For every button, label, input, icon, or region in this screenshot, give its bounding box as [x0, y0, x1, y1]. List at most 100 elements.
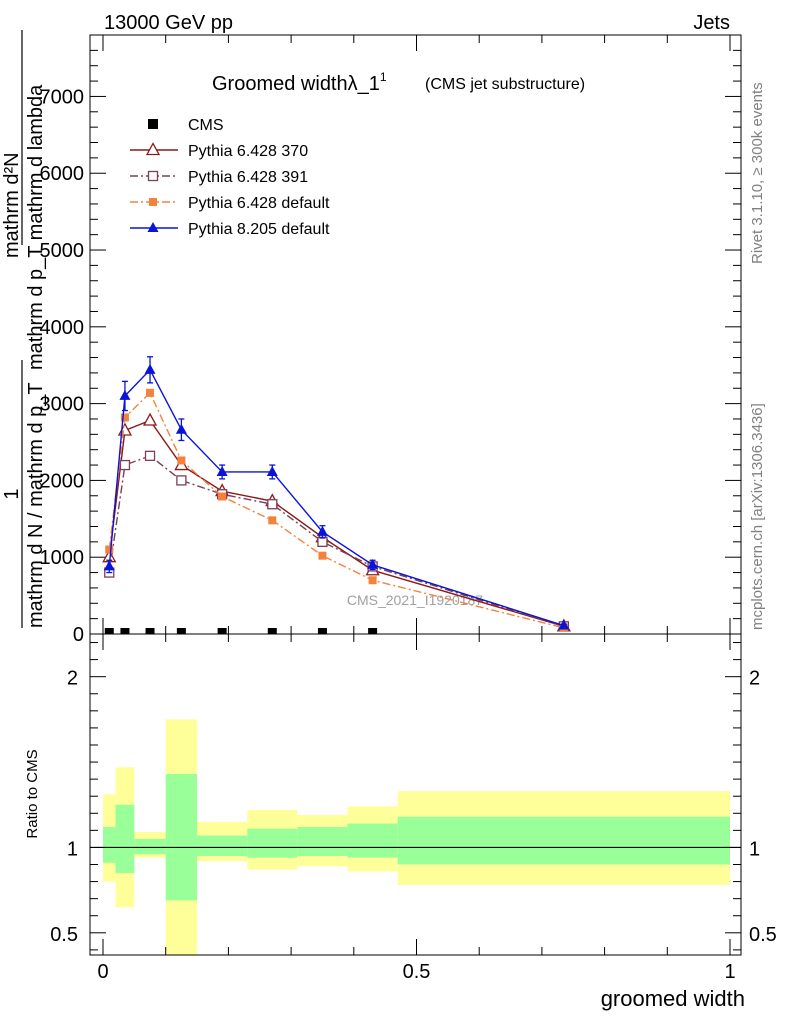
legend: CMS Pythia 6.428 370 Pythia 6.428 391 Pythi…	[130, 117, 330, 238]
series-0	[104, 628, 378, 634]
series-line	[108, 391, 565, 629]
data-point	[120, 628, 130, 634]
data-point	[368, 628, 378, 634]
ratio-xtick-label: 1	[724, 961, 735, 983]
ratio-xtick-label: 0.5	[403, 961, 431, 983]
data-point	[317, 628, 327, 634]
ratio-band-inner	[297, 826, 348, 856]
data-point	[177, 456, 186, 465]
rivet-label: Rivet 3.1.10, ≥ 300k events	[749, 82, 766, 264]
series-line	[108, 419, 565, 627]
ratio-xtick-label: 0	[97, 961, 108, 983]
ratio-band-inner	[397, 816, 730, 865]
data-point	[119, 389, 131, 400]
ytick-label: 5000	[40, 240, 85, 262]
data-point	[146, 388, 155, 397]
data-point	[268, 516, 277, 525]
chart-subtitle: (CMS jet substructure)	[425, 76, 585, 93]
ytick-label: 2000	[40, 470, 85, 492]
data-point	[316, 525, 328, 536]
ratio-band-inner	[165, 774, 198, 901]
ratio-frame	[89, 633, 742, 956]
ratio-band-inner	[197, 835, 248, 856]
ratio-band-inner	[247, 828, 298, 858]
data-point	[217, 628, 227, 634]
ratio-band-inner	[134, 838, 166, 855]
data-point	[218, 492, 227, 501]
series-4	[103, 356, 570, 630]
process-label: Jets	[693, 12, 730, 34]
ratio-ytick-label-right: 1	[749, 838, 760, 860]
data-point	[145, 628, 155, 634]
ratio-ytick-label-left: 1	[67, 838, 78, 860]
data-point	[175, 423, 187, 434]
ratio-ytick-label-right: 0.5	[749, 924, 777, 946]
data-point	[367, 558, 379, 569]
legend-marker	[148, 119, 158, 129]
data-point	[103, 560, 115, 571]
main-series-group	[102, 356, 571, 634]
legend-marker	[145, 142, 161, 156]
ytick-label: 3000	[40, 394, 85, 416]
ratio-bands	[90, 719, 741, 955]
ylabel-rhs-denominator: mathrm d p_T mathrm d lambda	[25, 84, 47, 370]
ylabel-rhs-numerator: mathrm d²N	[1, 152, 23, 258]
data-point	[317, 536, 328, 547]
series-line	[108, 368, 565, 627]
data-point	[119, 459, 131, 471]
legend-label: Pythia 8.205 default	[188, 221, 330, 238]
main-ylabel: 1 mathrm d N / mathrm d p_T mathrm d²N m…	[1, 30, 47, 628]
main-plot-panel: 0 1000 2000 3000 4000 5000 6000 7000 CMS_2021_I…	[40, 34, 742, 646]
ytick-label: 7000	[40, 86, 85, 108]
ytick-label: 6000	[40, 163, 85, 185]
watermark: CMS_2021_I1920187	[347, 592, 483, 608]
ytick-label: 0	[73, 624, 84, 646]
data-point	[142, 412, 158, 426]
ytick-label: 4000	[40, 317, 85, 339]
xlabel: groomed width	[601, 986, 745, 1011]
mcplots-label: mcplots.cern.ch [arXiv:1306.3436]	[749, 403, 766, 630]
data-point	[267, 628, 277, 634]
main-axis-ticks: 0 1000 2000 3000 4000 5000 6000 7000	[40, 34, 741, 646]
data-point	[368, 576, 377, 585]
legend-marker	[147, 170, 159, 182]
series-line	[108, 455, 565, 627]
data-point	[120, 413, 129, 422]
ratio-band-inner	[115, 804, 135, 874]
data-point	[176, 628, 186, 634]
data-point	[318, 551, 327, 560]
legend-label: Pythia 6.428 370	[188, 143, 308, 160]
legend-label: Pythia 6.428 default	[188, 195, 330, 212]
data-point	[144, 363, 156, 374]
ratio-axis-ticks: 0.5 0.5 1 1 2 2 0 0.5 1	[50, 634, 777, 983]
ylabel-fraction-denominator: mathrm d N / mathrm d p_T	[25, 382, 47, 628]
ratio-ytick-label-left: 2	[67, 668, 78, 690]
legend-marker	[147, 222, 159, 232]
ratio-ytick-label-right: 2	[749, 668, 760, 690]
series-3	[105, 388, 568, 632]
data-point	[267, 499, 278, 510]
ratio-plot-panel: 0.5 0.5 1 1 2 2 0 0.5 1 Ratio to CMS groomed wid…	[24, 633, 777, 1011]
data-point	[105, 545, 114, 554]
data-point	[216, 465, 228, 476]
data-point	[266, 465, 278, 476]
ytick-label: 1000	[40, 547, 85, 569]
ratio-band-inner	[103, 826, 116, 863]
ylabel-fraction-numerator: 1	[1, 488, 23, 499]
chart-title: Groomed widthλ_11	[212, 70, 387, 95]
legend-label: Pythia 6.428 391	[188, 169, 308, 186]
data-point	[176, 475, 187, 486]
data-point	[104, 628, 114, 634]
ratio-band-inner	[347, 823, 398, 858]
legend-label: CMS	[188, 117, 224, 134]
data-point	[144, 450, 156, 461]
chart-title-sup: 1	[380, 70, 387, 84]
ratio-ylabel: Ratio to CMS	[24, 749, 41, 838]
legend-marker	[149, 198, 157, 206]
energy-label: 13000 GeV pp	[104, 12, 233, 34]
series-1	[102, 412, 571, 632]
ratio-ytick-label-left: 0.5	[50, 924, 78, 946]
chart-title-main: Groomed widthλ_1	[212, 73, 380, 95]
data-point	[558, 619, 570, 630]
